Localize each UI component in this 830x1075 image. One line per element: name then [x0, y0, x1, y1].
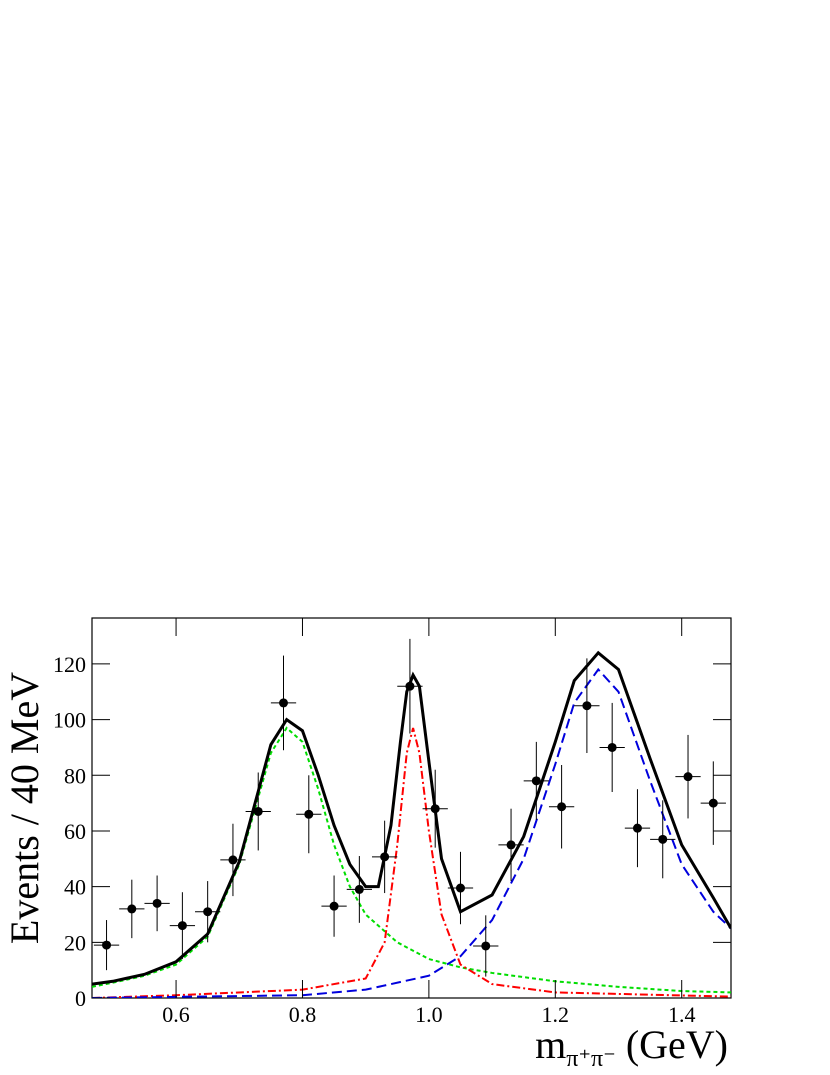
fit-curve	[92, 667, 731, 998]
x-tick-label: 0.6	[162, 1002, 190, 1027]
x-label-unit: (GeV)	[626, 1022, 728, 1067]
data-point	[177, 921, 187, 931]
y-axis-label: Events / 40 MeV	[2, 672, 47, 944]
data-point	[279, 698, 289, 708]
y-tick-label: 20	[64, 930, 86, 955]
data-point	[380, 852, 390, 862]
fit-curve	[92, 650, 731, 986]
data-point	[354, 884, 364, 894]
data-point	[582, 701, 592, 711]
y-tick-label: 80	[64, 763, 86, 788]
data-point	[632, 823, 642, 833]
data-point	[253, 806, 263, 816]
data-point	[683, 772, 693, 782]
fit-curve	[92, 727, 731, 998]
data-point	[607, 742, 617, 752]
data-point	[304, 809, 314, 819]
data-point	[481, 941, 491, 951]
y-tick-label: 40	[64, 875, 86, 900]
fit-curve	[92, 726, 731, 994]
x-label-main: m	[535, 1022, 566, 1067]
data-point	[531, 776, 541, 786]
data-point	[658, 834, 668, 844]
data-point	[455, 883, 465, 893]
y-tick-label: 100	[53, 708, 86, 733]
curves	[92, 650, 731, 998]
data-point	[506, 840, 516, 850]
x-tick-label: 1.0	[415, 1002, 443, 1027]
y-tick-label: 120	[53, 652, 86, 677]
data-point	[329, 901, 339, 911]
y-tick-label: 60	[64, 819, 86, 844]
x-label-sub: π⁺π⁻	[566, 1046, 616, 1072]
x-tick-label: 1.2	[542, 1002, 570, 1027]
data-point	[708, 798, 718, 808]
x-tick-label: 1.4	[668, 1002, 696, 1027]
data-point	[228, 855, 238, 865]
data-point	[152, 898, 162, 908]
plot-frame	[91, 617, 732, 999]
data-point	[405, 681, 415, 691]
data-point	[127, 904, 137, 914]
x-tick-label: 0.8	[289, 1002, 317, 1027]
x-axis-label: mπ⁺π⁻ (GeV)	[535, 1022, 728, 1072]
data-point	[557, 802, 567, 812]
data-point	[430, 804, 440, 814]
data-point	[102, 940, 112, 950]
data-point	[203, 907, 213, 917]
y-tick-label: 0	[75, 986, 86, 1011]
